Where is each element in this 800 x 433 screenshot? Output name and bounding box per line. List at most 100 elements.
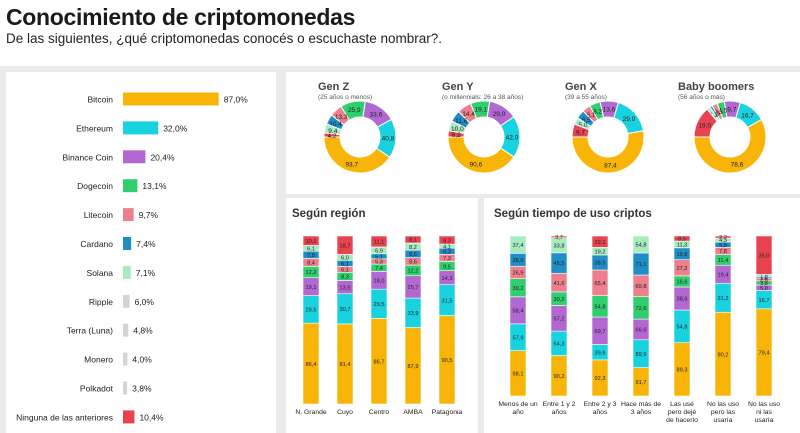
generation-panel: Gen Z (25 años o menos) 93,7 40,8 33,6 25,9 13… — [286, 72, 800, 194]
column-label-menos-de-un-ano-litecoin: 26,9 — [513, 271, 524, 277]
column-label-no-las-uso-pero-las-usaria-ninguna-de-las-anteriores: 2,2 — [719, 235, 727, 241]
column-label-las-use-pero-deje-de-hacerlo-cardano: 19,8 — [677, 252, 688, 258]
ranking-label-dogecoin: Dogecoin — [77, 181, 113, 191]
column-label-menos-de-un-ano-cardano: 28,0 — [513, 258, 524, 264]
column-label-no-las-uso-pero-las-usaria-binance-coin: 19,4 — [718, 272, 729, 278]
donut-slice-gen-z-ninguna-de-las-anteriores — [323, 132, 341, 138]
column-label-n-grande-binance-coin: 19,1 — [306, 285, 317, 291]
column-category-las-use-pero-deje-de-hacerlo-line-1: pero dejé — [668, 409, 697, 416]
ranking-bar-polkadot — [123, 381, 128, 395]
ranking-value-binance-coin: 20,4% — [150, 152, 175, 162]
column-label-cuyo-solana: 6,0 — [341, 256, 349, 262]
column-segment-hace-mas-de-3-anos-solana — [632, 235, 650, 254]
ranking-chart: Bitcoin 87,0% Ethereum 32,0% Binance Coin 20,… — [16, 92, 249, 424]
column-label-no-las-uso-pero-las-usaria-ethereum: 31,2 — [718, 296, 729, 302]
donut-label-baby-boomers-binance-coin: 9,7 — [727, 107, 736, 114]
donut-slice-gen-x-ninguna-de-las-anteriores — [571, 123, 590, 138]
ranking-value-bitcoin: 87,0% — [224, 95, 249, 105]
column-segment-entre-2-y-3-anos-ninguna-de-las-anteriores — [591, 235, 609, 248]
ranking-bar-dogecoin — [123, 179, 138, 193]
column-label-menos-de-un-ano-ethereum: 57,9 — [513, 335, 524, 341]
ranking-value-ripple: 6,0% — [135, 297, 155, 307]
column-segment-entre-1-y-2-anos-ninguna-de-las-anteriores — [550, 235, 568, 238]
column-category-no-las-uso-ni-las-usaria-line-2: usaría — [755, 417, 774, 424]
column-label-centro-cardano: 5,1 — [375, 255, 383, 261]
column-label-n-grande-solana: 6,1 — [307, 247, 315, 253]
gen-subtitle-baby-boomers: (56 años o más) — [678, 94, 725, 101]
column-label-patagonia-dogecoin: 9,5 — [443, 264, 451, 270]
gen-subtitle-gen-z: (25 años o menos) — [318, 94, 372, 101]
column-label-no-las-uso-ni-las-usaria-cardano: 1,4 — [760, 275, 768, 281]
column-label-entre-1-y-2-anos-litecoin: 41,6 — [554, 281, 565, 287]
column-category-no-las-uso-pero-las-usaria: No las uso — [707, 401, 739, 408]
ranking-bar-cardano — [123, 237, 132, 250]
ranking-bar-litecoin — [123, 208, 134, 222]
column-segment-menos-de-un-ano-solana — [509, 235, 527, 254]
column-label-n-grande-ninguna-de-las-anteriores: 10,1 — [306, 239, 317, 245]
donut-label-gen-y-bitcoin: 90,6 — [470, 161, 483, 168]
column-label-las-use-pero-deje-de-hacerlo-binance-coin: 38,6 — [677, 297, 688, 303]
column-label-cuyo-binance-coin: 13,5 — [340, 285, 351, 291]
column-label-centro-ninguna-de-las-anteriores: 11,1 — [374, 240, 384, 246]
donut-label-baby-boomers-solana: 2,1 — [709, 112, 718, 119]
donut-label-gen-z-bitcoin: 93,7 — [345, 161, 358, 168]
column-label-entre-1-y-2-anos-binance-coin: 57,2 — [554, 317, 565, 323]
column-label-hace-mas-de-3-anos-bitcoin: 91,7 — [636, 380, 647, 386]
gen-title-baby-boomers: Baby boomers — [678, 81, 754, 93]
donut-label-gen-z-solana: 9,4 — [328, 128, 337, 135]
column-label-entre-2-y-3-anos-dogecoin: 54,8 — [595, 305, 606, 311]
column-label-no-las-uso-pero-las-usaria-litecoin: 7,8 — [719, 249, 727, 255]
column-label-menos-de-un-ano-binance-coin: 58,4 — [513, 309, 524, 315]
column-label-entre-1-y-2-anos-dogecoin: 30,2 — [554, 297, 565, 303]
gen-title-gen-y: Gen Y — [442, 81, 474, 93]
column-label-entre-1-y-2-anos-bitcoin: 90,2 — [554, 374, 565, 380]
ranking-bar-solana — [123, 265, 131, 279]
column-label-n-grande-cardano: 7,8 — [307, 253, 315, 259]
ranking-label-polkadot: Polkadot — [80, 384, 114, 394]
column-label-amba-dogecoin: 12,2 — [408, 269, 419, 275]
time-panel: Según tiempo de uso criptos 98,1 57,9 58,4… — [484, 198, 800, 433]
donut-label-baby-boomers-ethereum: 16,7 — [741, 113, 754, 120]
ranking-value-ninguna-de-las-anteriores: 10,4% — [139, 412, 164, 422]
ranking-label-cardano: Cardano — [80, 239, 113, 249]
column-label-centro-ethereum: 29,5 — [374, 302, 385, 308]
column-category-menos-de-un-ano: Menos de un — [498, 401, 538, 408]
ranking-label-ethereum: Ethereum — [76, 123, 113, 133]
column-category-entre-1-y-2-anos-line-1: años — [552, 409, 567, 416]
column-label-entre-2-y-3-anos-cardano: 38,5 — [595, 261, 606, 267]
column-label-cuyo-litecoin: 6,1 — [341, 267, 349, 273]
donut-label-gen-x-ethereum: 29,0 — [623, 116, 636, 123]
region-chart: 86,429,519,112,28,47,86,110,1N. Grande81… — [295, 235, 463, 416]
column-label-entre-2-y-3-anos-litecoin: 65,4 — [595, 281, 606, 287]
donut-label-gen-y-dogecoin: 19,1 — [475, 107, 488, 114]
donut-label-gen-y-ethereum: 42,0 — [506, 134, 519, 141]
column-label-patagonia-bitcoin: 90,5 — [442, 358, 453, 364]
column-label-amba-ninguna-de-las-anteriores: 8,1 — [409, 238, 417, 244]
column-label-no-las-uso-pero-las-usaria-solana: 4,3 — [719, 238, 727, 244]
column-label-amba-binance-coin: 25,7 — [408, 285, 419, 291]
donut-label-gen-z-cardano: 10,4 — [329, 121, 342, 128]
ranking-label-ninguna-de-las-anteriores: Ninguna de las anteriores — [16, 412, 113, 422]
column-label-patagonia-cardano: 6,3 — [443, 249, 451, 255]
column-label-entre-1-y-2-anos-solana: 33,8 — [554, 243, 565, 249]
column-category-hace-mas-de-3-anos: Hace más de — [621, 401, 661, 408]
ranking-value-terra-luna: 4,8% — [133, 326, 153, 336]
donut-slice-gen-y-ninguna-de-las-anteriores — [447, 130, 465, 138]
ranking-bar-ripple — [123, 294, 130, 308]
column-category-no-las-uso-pero-las-usaria-line-2: usaría — [714, 417, 733, 424]
column-label-cuyo-bitcoin: 81,4 — [340, 362, 351, 368]
donut-label-baby-boomers-cardano: 1,5 — [711, 111, 720, 118]
column-label-entre-1-y-2-anos-ninguna-de-las-anteriores: 3,7 — [555, 235, 563, 241]
column-segment-las-use-pero-deje-de-hacerlo-ninguna-de-las-anteriores — [673, 235, 691, 242]
ranking-value-monero: 4,0% — [132, 355, 152, 365]
column-label-centro-binance-coin: 18,0 — [374, 278, 385, 284]
donut-label-gen-z-dogecoin: 25,9 — [348, 107, 361, 114]
column-segment-cuyo-ninguna-de-las-anteriores — [336, 235, 354, 255]
column-label-menos-de-un-ano-bitcoin: 98,1 — [513, 372, 524, 378]
ranking-label-binance-coin: Binance Coin — [62, 152, 113, 162]
column-label-amba-solana: 8,2 — [409, 245, 417, 251]
column-label-cuyo-dogecoin: 8,3 — [341, 275, 349, 281]
column-category-amba: AMBA — [403, 409, 423, 416]
column-label-centro-bitcoin: 86,7 — [374, 359, 385, 365]
column-label-patagonia-solana: 4,1 — [443, 244, 451, 250]
